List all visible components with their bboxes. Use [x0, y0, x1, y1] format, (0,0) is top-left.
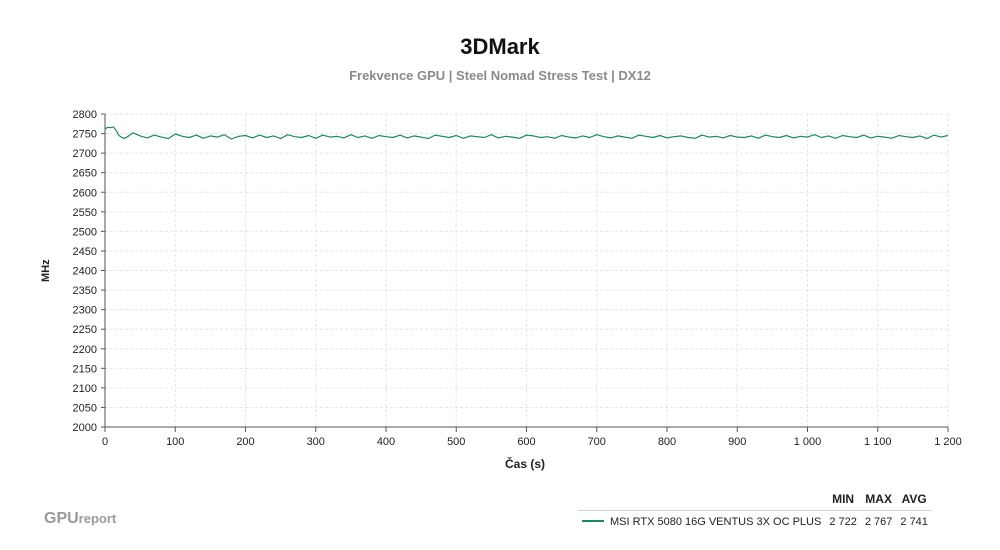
legend-table: MIN MAX AVG MSI RTX 5080 16G VENTUS 3X O… — [578, 490, 932, 530]
y-tick-label: 2050 — [73, 402, 97, 414]
legend-header-row: MIN MAX AVG — [578, 490, 932, 511]
x-tick-label: 0 — [102, 436, 108, 448]
series-line — [104, 126, 949, 140]
legend-swatch — [582, 520, 604, 523]
y-tick-label: 2700 — [73, 148, 97, 160]
y-tick-label: 2000 — [73, 422, 97, 434]
chart-subtitle: Frekvence GPU | Steel Nomad Stress Test … — [349, 68, 651, 83]
y-tick-label: 2500 — [73, 226, 97, 238]
y-tick-label: 2650 — [73, 168, 97, 180]
brand-main: GPU — [44, 510, 79, 527]
series-layer — [104, 126, 949, 140]
legend-max-value: 2 767 — [860, 510, 897, 530]
legend-min-value: 2 722 — [825, 510, 861, 530]
x-tick-label: 400 — [377, 436, 395, 448]
legend-series-name: MSI RTX 5080 16G VENTUS 3X OC PLUS — [610, 516, 822, 528]
x-tick-label: 500 — [447, 436, 465, 448]
x-tick-label: 700 — [588, 436, 606, 448]
legend-avg-value: 2 741 — [896, 510, 932, 530]
x-tick-label: 100 — [166, 436, 184, 448]
y-tick-label: 2600 — [73, 187, 97, 199]
legend-series-cell: MSI RTX 5080 16G VENTUS 3X OC PLUS — [578, 510, 826, 530]
y-tick-label: 2250 — [73, 324, 97, 336]
y-tick-label: 2400 — [73, 266, 97, 278]
x-tick-label: 200 — [236, 436, 254, 448]
legend-header-max: MAX — [865, 492, 892, 506]
grid — [104, 113, 949, 428]
y-axis-label: MHz — [40, 259, 52, 282]
legend-header-min: MIN — [832, 492, 855, 506]
x-tick-label: 800 — [658, 436, 676, 448]
y-tick-label: 2550 — [73, 207, 97, 219]
x-tick-label: 900 — [728, 436, 746, 448]
x-tick-label: 1 100 — [864, 436, 892, 448]
y-tick-label: 2350 — [73, 285, 97, 297]
legend-row: MSI RTX 5080 16G VENTUS 3X OC PLUS 2 722… — [578, 510, 932, 530]
y-tick-label: 2150 — [73, 363, 97, 375]
brand-logo: GPUreport — [44, 510, 116, 528]
legend-header-empty — [578, 490, 825, 511]
y-tick-label: 2300 — [73, 305, 97, 317]
y-tick-label: 2800 — [73, 109, 97, 121]
x-axis-label: Čas (s) — [504, 457, 545, 471]
y-tick-label: 2450 — [73, 246, 97, 258]
brand-small: report — [78, 511, 117, 526]
x-tick-label: 300 — [307, 436, 325, 448]
y-tick-label: 2750 — [73, 129, 97, 141]
x-tick-label: 1 000 — [794, 436, 822, 448]
axes: 2000205021002150220022502300235024002450… — [73, 109, 962, 448]
x-tick-label: 600 — [517, 436, 535, 448]
y-tick-label: 2200 — [73, 344, 97, 356]
y-tick-label: 2100 — [73, 383, 97, 395]
legend-header-avg: AVG — [901, 492, 927, 506]
chart-title: 3DMark — [460, 34, 540, 59]
x-tick-label: 1 200 — [934, 436, 962, 448]
